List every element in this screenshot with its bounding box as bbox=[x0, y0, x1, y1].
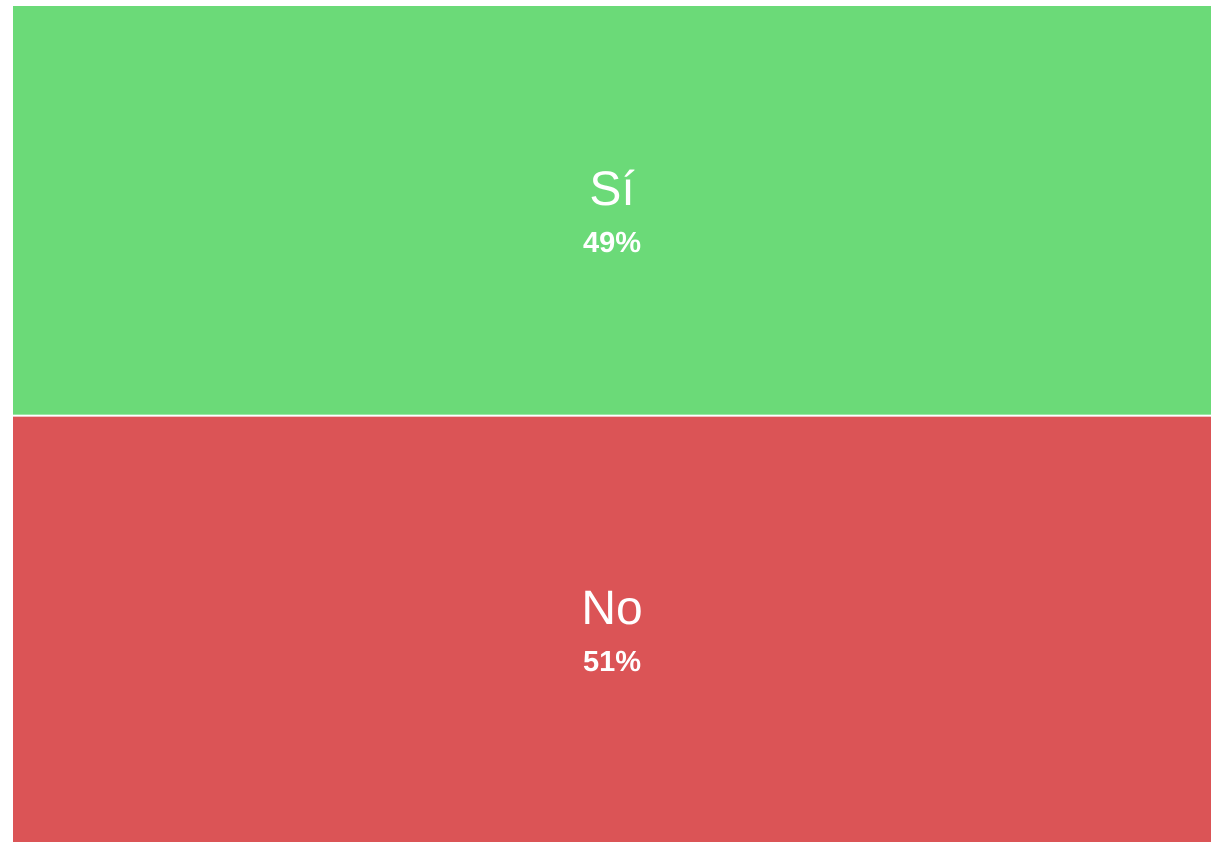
cell-label: No bbox=[581, 582, 642, 635]
treemap-cell bbox=[13, 416, 1211, 842]
treemap-cell bbox=[13, 6, 1211, 415]
cell-value-label: 51% bbox=[583, 646, 641, 678]
cell-label: Sí bbox=[589, 163, 635, 216]
cell-value-label: 49% bbox=[583, 227, 641, 259]
